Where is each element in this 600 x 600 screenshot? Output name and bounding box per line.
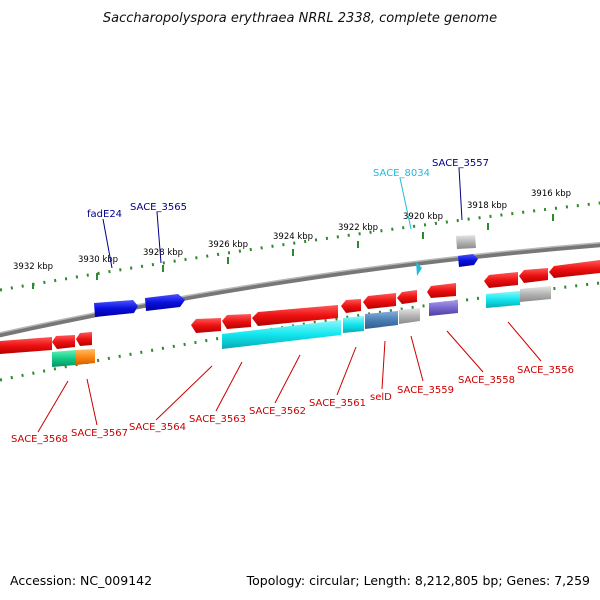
label-leader-lines bbox=[37, 167, 542, 433]
tick-label: 3920 kbp bbox=[403, 212, 443, 222]
feature-box-cyan-right[interactable] bbox=[486, 291, 520, 308]
leader-line-sace-3559 bbox=[410, 335, 424, 382]
gene-feature-sace-3567[interactable] bbox=[52, 335, 75, 349]
gene-label-sace-3561[interactable]: SACE_3561 bbox=[309, 398, 366, 409]
gene-feature-sace-3563[interactable] bbox=[191, 318, 221, 333]
forward-strand-features bbox=[94, 235, 478, 317]
leader-line-fade24 bbox=[102, 218, 113, 269]
gene-label-sace-3556[interactable]: SACE_3556 bbox=[517, 365, 574, 376]
feature-box-cyan-long[interactable] bbox=[222, 320, 341, 349]
leader-line-sace-3567 bbox=[86, 378, 98, 426]
gene-label-sace-3562[interactable]: SACE_3562 bbox=[249, 406, 306, 417]
gene-label-sace-3559[interactable]: SACE_3559 bbox=[397, 385, 454, 396]
tick-label: 3916 kbp bbox=[531, 189, 571, 199]
gene-feature-sace-3556-b[interactable] bbox=[519, 268, 548, 283]
gene-feature-sace-8034[interactable] bbox=[416, 262, 422, 276]
reverse-strand-features bbox=[0, 260, 600, 354]
feature-boxes bbox=[52, 286, 551, 367]
gene-labels-bottom: SACE_3568 SACE_3567 SACE_3564 SACE_3563 … bbox=[11, 365, 574, 445]
gene-feature-sace-3565[interactable] bbox=[145, 294, 185, 311]
gene-label-sace-8034[interactable]: SACE_8034 bbox=[373, 168, 430, 179]
leader-line-sace-3556 bbox=[507, 321, 542, 362]
gene-label-sace-3557[interactable]: SACE_3557 bbox=[432, 158, 489, 169]
gene-label-fade24[interactable]: fadE24 bbox=[87, 209, 122, 220]
gene-feature-sace-3558[interactable] bbox=[397, 290, 417, 304]
genome-backbone bbox=[0, 242, 600, 338]
leader-line-sace-3563 bbox=[215, 361, 243, 412]
gene-label-sace-3564[interactable]: SACE_3564 bbox=[129, 422, 186, 433]
scale-ticks: 3932 kbp 3930 kbp 3928 kbp 3926 kbp 3924… bbox=[13, 189, 571, 289]
tick-label: 3922 kbp bbox=[338, 223, 378, 233]
gene-feature-sace-3564-arrow[interactable] bbox=[76, 332, 92, 346]
leader-line-sace-3561 bbox=[336, 346, 357, 396]
gene-label-sace-3567[interactable]: SACE_3567 bbox=[71, 428, 128, 439]
feature-box-cyan-short[interactable] bbox=[343, 316, 364, 333]
gene-feature-sace-3568[interactable] bbox=[0, 337, 52, 354]
leader-line-seld bbox=[381, 340, 386, 390]
leader-line-sace-3558 bbox=[446, 330, 484, 373]
gene-feature-sace-3557-gray[interactable] bbox=[456, 235, 476, 249]
feature-box-orange[interactable] bbox=[76, 349, 95, 365]
gene-label-seld[interactable]: selD bbox=[370, 392, 392, 403]
gene-feature-sace-3561[interactable] bbox=[252, 305, 338, 326]
gene-label-sace-3558[interactable]: SACE_3558 bbox=[458, 375, 515, 386]
leader-line-sace-3564 bbox=[155, 365, 213, 421]
gene-feature-sace-3557[interactable] bbox=[458, 254, 478, 267]
leader-line-sace-3565 bbox=[156, 211, 162, 264]
leader-line-sace-3562 bbox=[274, 354, 301, 404]
gene-feature-fade24[interactable] bbox=[94, 300, 138, 317]
gene-labels-top: fadE24 SACE_3565 SACE_8034 SACE_3557 bbox=[87, 158, 489, 220]
tick-label: 3918 kbp bbox=[467, 201, 507, 211]
gene-feature-sace-3556[interactable] bbox=[484, 272, 518, 288]
gene-feature-sace-3562[interactable] bbox=[222, 314, 251, 329]
tick-label: 3924 kbp bbox=[273, 232, 313, 242]
gene-label-sace-3568[interactable]: SACE_3568 bbox=[11, 434, 68, 445]
genome-summary-text: Topology: circular; Length: 8,212,805 bp… bbox=[246, 573, 590, 588]
leader-line-sace-3557 bbox=[458, 167, 463, 221]
accession-text: Accession: NC_009142 bbox=[10, 573, 152, 588]
gene-feature-seld[interactable] bbox=[341, 299, 361, 313]
leader-line-sace-3568 bbox=[37, 380, 69, 433]
map-title: Saccharopolyspora erythraea NRRL 2338, c… bbox=[103, 11, 497, 26]
feature-box-gray-right[interactable] bbox=[520, 286, 551, 302]
gene-feature-sace-3557-red[interactable] bbox=[427, 283, 456, 298]
tick-label: 3928 kbp bbox=[143, 248, 183, 258]
tick-label: 3926 kbp bbox=[208, 240, 248, 250]
gene-label-sace-3565[interactable]: SACE_3565 bbox=[130, 202, 187, 213]
gene-label-sace-3563[interactable]: SACE_3563 bbox=[189, 414, 246, 425]
feature-box-teal[interactable] bbox=[52, 350, 76, 367]
feature-box-purple[interactable] bbox=[429, 300, 458, 316]
feature-box-gray[interactable] bbox=[399, 308, 420, 324]
feature-box-steel[interactable] bbox=[365, 311, 398, 329]
leader-line-sace-8034 bbox=[399, 177, 412, 230]
gene-feature-sace-3555[interactable] bbox=[549, 260, 600, 278]
gene-feature-sace-3559[interactable] bbox=[363, 293, 396, 309]
tick-label: 3930 kbp bbox=[78, 255, 118, 265]
tick-label: 3932 kbp bbox=[13, 262, 53, 272]
